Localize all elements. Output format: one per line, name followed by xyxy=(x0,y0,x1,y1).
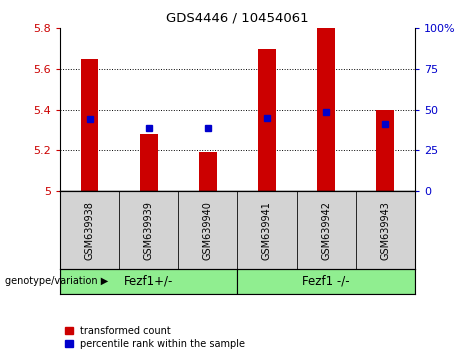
Bar xyxy=(317,28,335,191)
Bar xyxy=(60,191,119,269)
Text: GSM639938: GSM639938 xyxy=(84,201,95,259)
Bar xyxy=(237,269,415,294)
Bar xyxy=(237,191,296,269)
Bar xyxy=(199,153,217,191)
Text: genotype/variation ▶: genotype/variation ▶ xyxy=(5,276,108,286)
Bar xyxy=(356,191,415,269)
Bar xyxy=(178,191,237,269)
Legend: transformed count, percentile rank within the sample: transformed count, percentile rank withi… xyxy=(65,326,245,349)
Bar xyxy=(258,48,276,191)
Text: GSM639941: GSM639941 xyxy=(262,201,272,259)
Bar xyxy=(140,134,158,191)
Bar xyxy=(296,191,356,269)
Text: Fezf1 -/-: Fezf1 -/- xyxy=(302,275,350,288)
Text: GSM639939: GSM639939 xyxy=(144,201,154,259)
Text: GSM639943: GSM639943 xyxy=(380,201,390,259)
Bar xyxy=(81,59,98,191)
Bar xyxy=(377,110,394,191)
Text: GSM639940: GSM639940 xyxy=(203,201,213,259)
Bar xyxy=(119,191,178,269)
Text: GSM639942: GSM639942 xyxy=(321,201,331,259)
Title: GDS4446 / 10454061: GDS4446 / 10454061 xyxy=(166,11,309,24)
Bar xyxy=(60,269,237,294)
Text: Fezf1+/-: Fezf1+/- xyxy=(124,275,173,288)
